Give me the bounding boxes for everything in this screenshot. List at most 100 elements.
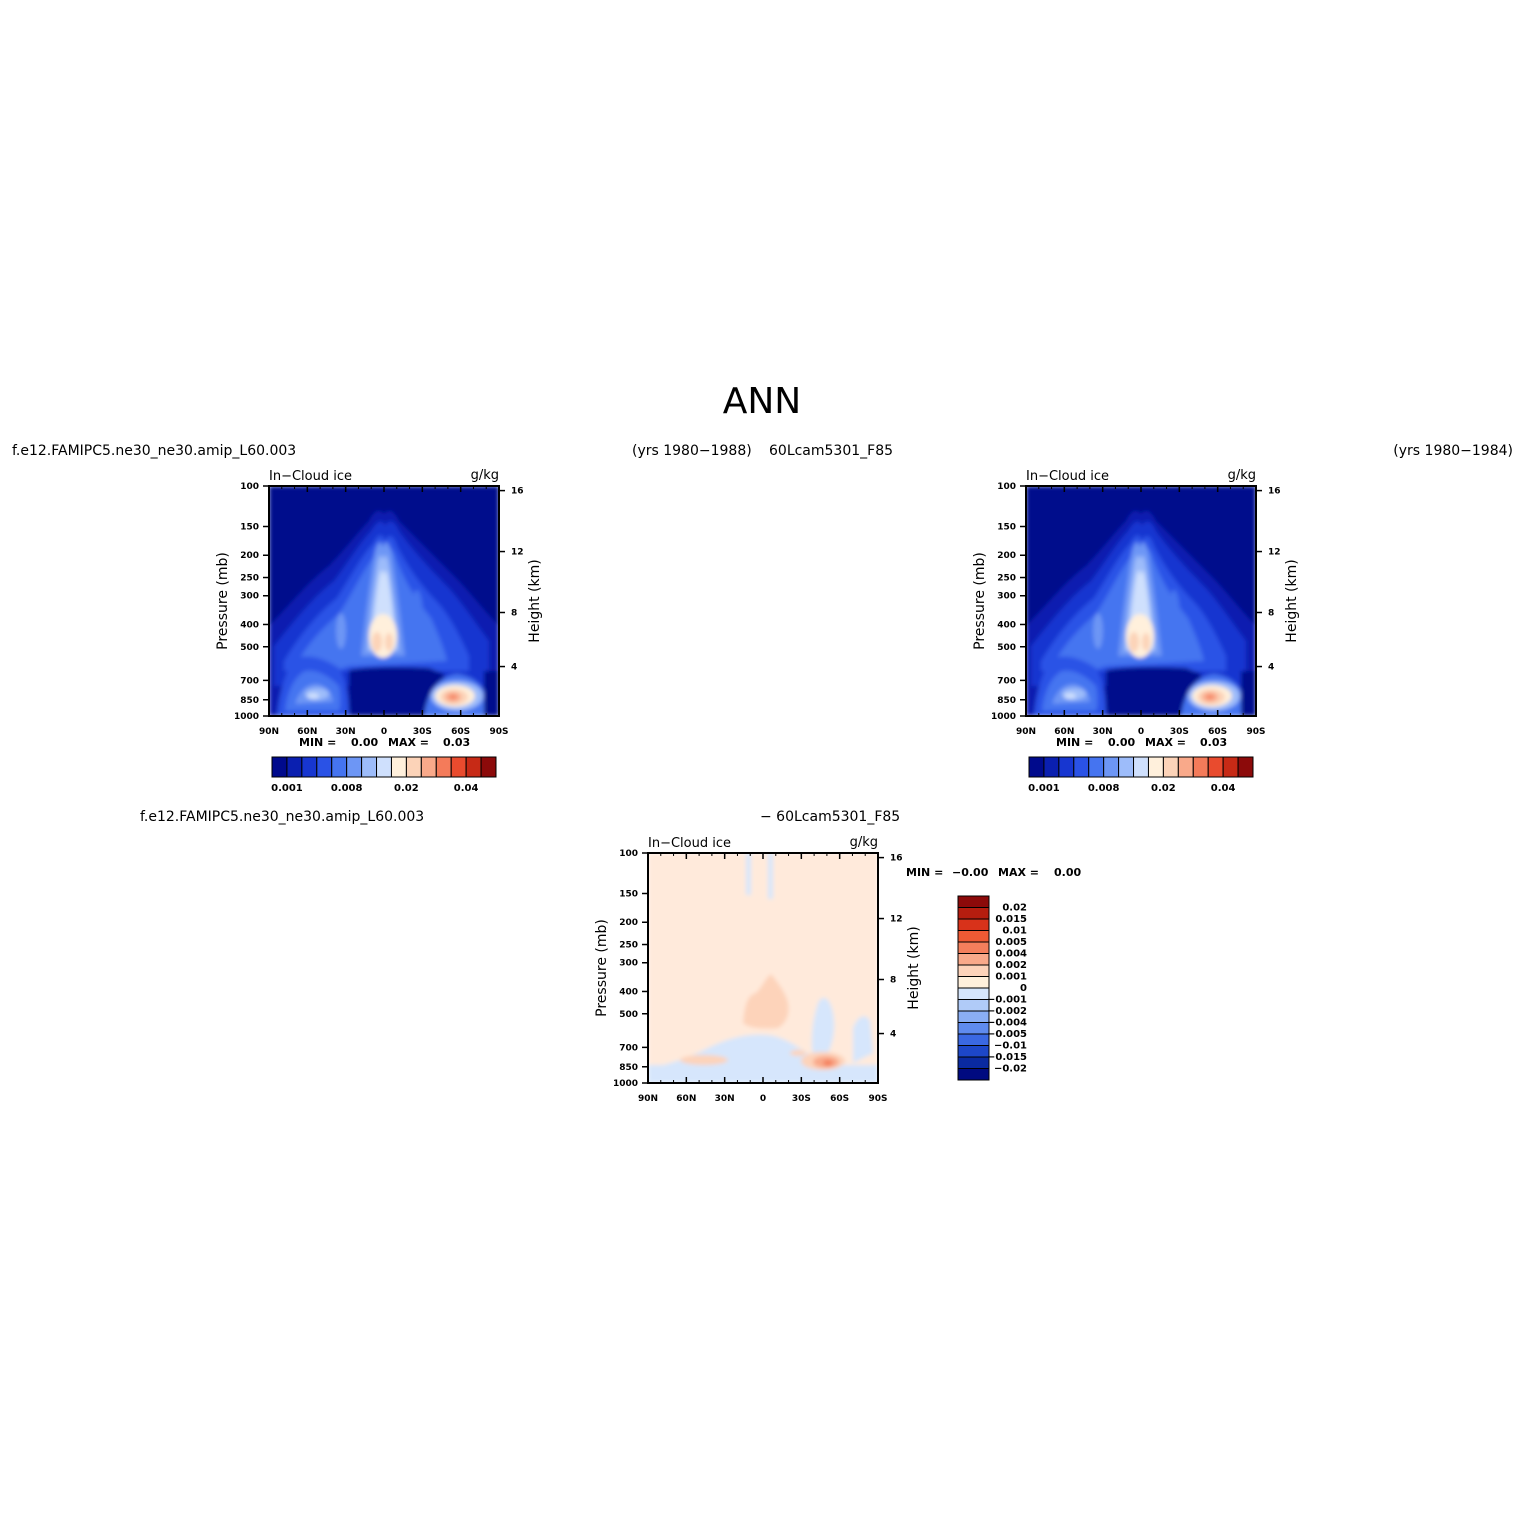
case1-max-label: MAX = bbox=[388, 736, 429, 749]
case1-y2tick-label: 16 bbox=[511, 487, 524, 497]
case1-ytick-label: 1000 bbox=[234, 712, 259, 722]
case1-ytick-label: 400 bbox=[240, 620, 259, 630]
case2-ytick-label: 200 bbox=[997, 551, 1016, 561]
case1-subtitle: In−Cloud ice bbox=[269, 469, 352, 484]
case2-ytick-label: 300 bbox=[997, 592, 1016, 602]
case2-y2tick-label: 4 bbox=[1268, 663, 1274, 673]
diff-colorbar-box bbox=[957, 1056, 990, 1069]
diff-colorbar-label: −0.001 bbox=[987, 995, 1027, 1006]
case1-colorbar-box bbox=[286, 756, 303, 778]
case1-colorbar-box bbox=[361, 756, 378, 778]
case2-xtick-label: 30N bbox=[1093, 727, 1113, 737]
diff-y2label: Height (km) bbox=[906, 926, 922, 1009]
diff-colorbar-box bbox=[957, 976, 990, 989]
diff-min-value: −0.00 bbox=[952, 866, 989, 879]
case2-years: (yrs 1980−1984) bbox=[1393, 443, 1513, 459]
case2-label: 60Lcam5301_F85 bbox=[769, 443, 893, 459]
diff-colorbar-label: 0.005 bbox=[995, 937, 1027, 948]
case2-colorbar-box bbox=[1162, 756, 1179, 778]
case1-ytick-label: 850 bbox=[240, 696, 259, 706]
case1-units: g/kg bbox=[471, 468, 499, 483]
diff-field bbox=[648, 853, 878, 1083]
case1-colorbar-box bbox=[435, 756, 452, 778]
diff-xtick-label: 60N bbox=[676, 1094, 696, 1104]
case2-colorbar-box bbox=[1043, 756, 1060, 778]
case2-colorbar-box bbox=[1118, 756, 1135, 778]
case2-ytick-label: 150 bbox=[997, 523, 1016, 533]
diff-colorbar-box bbox=[957, 930, 990, 943]
diff-left-label: f.e12.FAMIPC5.ne30_ne30.amip_L60.003 bbox=[140, 809, 424, 825]
case2-ytick-label: 100 bbox=[997, 482, 1016, 492]
diff-xtick-label: 90S bbox=[868, 1094, 887, 1104]
case2-ytick-label: 850 bbox=[997, 696, 1016, 706]
diff-ylabel: Pressure (mb) bbox=[594, 919, 610, 1017]
case2-max-value: 0.03 bbox=[1200, 736, 1227, 749]
diff-xtick-label: 30S bbox=[792, 1094, 811, 1104]
case2-colorbar-box bbox=[1058, 756, 1075, 778]
diff-ytick-label: 150 bbox=[619, 890, 638, 900]
case2-subtitle: In−Cloud ice bbox=[1026, 469, 1109, 484]
case1-colorbar-label: 0.04 bbox=[454, 783, 479, 794]
diff-units: g/kg bbox=[850, 835, 878, 850]
diff-xtick-label: 30N bbox=[715, 1094, 735, 1104]
case1-colorbar-box bbox=[376, 756, 392, 778]
diff-xtick-label: 0 bbox=[760, 1094, 766, 1104]
case1-colorbar-box bbox=[316, 756, 333, 778]
case1-colorbar-box bbox=[465, 756, 482, 778]
case1-xtick-label: 90N bbox=[259, 727, 279, 737]
case1-y2tick-label: 4 bbox=[511, 663, 517, 673]
diff-y2tick-label: 12 bbox=[890, 915, 903, 925]
case2-max-label: MAX = bbox=[1145, 736, 1186, 749]
case2-colorbar-box bbox=[1177, 756, 1194, 778]
case2-units: g/kg bbox=[1228, 468, 1256, 483]
case2-colorbar-box bbox=[1073, 756, 1090, 778]
diff-colorbar-label: −0.002 bbox=[987, 1006, 1027, 1017]
case1-max-value: 0.03 bbox=[443, 736, 470, 749]
diff-right-label: − 60Lcam5301_F85 bbox=[760, 809, 900, 825]
case1-xtick-label: 30S bbox=[413, 727, 432, 737]
case1-label: f.e12.FAMIPC5.ne30_ne30.amip_L60.003 bbox=[12, 443, 296, 459]
case1-xtick-label: 60N bbox=[297, 727, 317, 737]
diff-ytick-label: 100 bbox=[619, 849, 638, 859]
case2-min-label: MIN = bbox=[1056, 736, 1093, 749]
case2-y2label: Height (km) bbox=[1284, 559, 1300, 642]
diff-colorbar-label: 0.004 bbox=[995, 949, 1027, 960]
case2-xtick-label: 30S bbox=[1170, 727, 1189, 737]
diff-colorbar-box bbox=[957, 1010, 990, 1023]
diff-colorbar-label: 0.02 bbox=[1002, 903, 1027, 914]
case1-xtick-label: 30N bbox=[336, 727, 356, 737]
case1-ylabel: Pressure (mb) bbox=[215, 552, 231, 650]
diff-colorbar-label: 0.015 bbox=[995, 914, 1027, 925]
case2-colorbar-box bbox=[1192, 756, 1209, 778]
case2-xtick-label: 60N bbox=[1054, 727, 1074, 737]
figure-title: ANN bbox=[723, 381, 802, 422]
diff-xtick-label: 90N bbox=[638, 1094, 658, 1104]
case1-colorbar-box bbox=[480, 756, 497, 778]
diff-ytick-label: 850 bbox=[619, 1063, 638, 1073]
diff-colorbar-label: 0.002 bbox=[995, 960, 1027, 971]
case2-xtick-label: 90S bbox=[1246, 727, 1265, 737]
case1-xtick-label: 90S bbox=[489, 727, 508, 737]
case1-colorbar-box bbox=[390, 756, 407, 778]
case1-colorbar-box bbox=[450, 756, 467, 778]
case1-colorbar-box bbox=[301, 756, 318, 778]
case2-ytick-label: 700 bbox=[997, 676, 1016, 686]
case2-colorbar-box bbox=[1147, 756, 1164, 778]
diff-xtick-label: 60S bbox=[830, 1094, 849, 1104]
case1-ytick-label: 200 bbox=[240, 551, 259, 561]
case2-ytick-label: 500 bbox=[997, 643, 1016, 653]
diff-ytick-label: 700 bbox=[619, 1043, 638, 1053]
case2-colorbar-label: 0.001 bbox=[1028, 783, 1060, 794]
case2-min-value: 0.00 bbox=[1108, 736, 1135, 749]
case2-colorbar-box bbox=[1103, 756, 1120, 778]
diff-ytick-label: 250 bbox=[619, 941, 638, 951]
diff-subtitle: In−Cloud ice bbox=[648, 836, 731, 851]
diff-colorbar-label: −0.004 bbox=[987, 1018, 1027, 1029]
diff-max-label: MAX = bbox=[998, 866, 1039, 879]
case1-ytick-label: 500 bbox=[240, 643, 259, 653]
diff-colorbar-box bbox=[957, 907, 990, 920]
case2-xtick-label: 90N bbox=[1016, 727, 1036, 737]
case1-ytick-label: 700 bbox=[240, 676, 259, 686]
case1-ytick-label: 150 bbox=[240, 523, 259, 533]
